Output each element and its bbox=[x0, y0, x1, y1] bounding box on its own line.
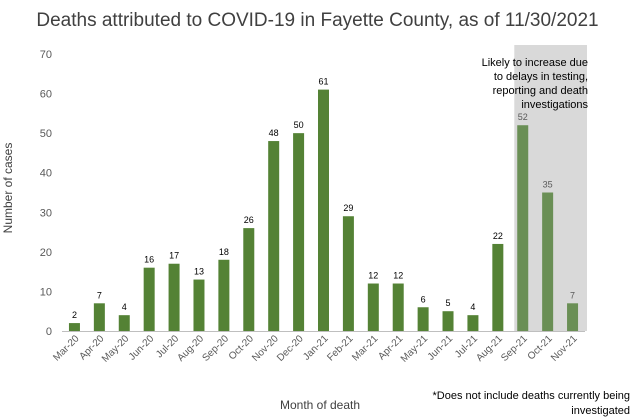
y-tick-label: 50 bbox=[40, 128, 52, 140]
x-tick-label: Mar-21 bbox=[350, 333, 380, 363]
bar bbox=[517, 125, 529, 331]
data-label: 2 bbox=[72, 310, 77, 320]
x-axis-label: Month of death bbox=[279, 398, 361, 412]
data-label: 12 bbox=[393, 271, 403, 281]
y-axis-label: Number of cases bbox=[1, 142, 15, 234]
x-tick-label: Aug-21 bbox=[474, 333, 505, 364]
x-tick-label: Nov-20 bbox=[250, 333, 281, 364]
x-tick-label: Jun-21 bbox=[426, 333, 456, 363]
footnote: *Does not include deaths currently being… bbox=[432, 390, 630, 417]
bar bbox=[492, 243, 504, 331]
bar bbox=[68, 323, 80, 331]
data-label: 50 bbox=[294, 120, 304, 130]
data-label: 29 bbox=[343, 203, 353, 213]
data-label: 52 bbox=[518, 112, 528, 122]
x-tick-label: Aug-20 bbox=[176, 333, 207, 364]
bar bbox=[318, 89, 329, 331]
y-tick-label: 60 bbox=[40, 89, 52, 101]
x-tick-label: Sep-21 bbox=[499, 333, 530, 364]
data-label: 4 bbox=[122, 302, 127, 312]
data-label: 5 bbox=[446, 298, 451, 308]
data-label: 6 bbox=[421, 294, 426, 304]
y-tick-label: 70 bbox=[40, 49, 52, 61]
y-tick-label: 30 bbox=[40, 207, 52, 219]
bar bbox=[392, 283, 404, 331]
bar bbox=[567, 303, 579, 331]
chart-title: Deaths attributed to COVID-19 in Fayette… bbox=[36, 10, 599, 31]
data-label: 7 bbox=[97, 290, 102, 300]
data-label: 61 bbox=[318, 77, 328, 87]
bar bbox=[218, 259, 230, 331]
x-tick-label: Mar-20 bbox=[51, 333, 81, 363]
bar bbox=[168, 263, 180, 331]
y-tick-label: 10 bbox=[40, 286, 52, 298]
bar bbox=[442, 311, 454, 331]
data-label: 7 bbox=[570, 290, 575, 300]
data-label: 26 bbox=[244, 215, 254, 225]
bar bbox=[467, 315, 479, 331]
bar bbox=[367, 283, 379, 331]
bar bbox=[417, 307, 429, 331]
x-tick-label: Sep-20 bbox=[200, 333, 231, 364]
data-label: 22 bbox=[493, 231, 503, 241]
bar bbox=[243, 228, 255, 331]
bar bbox=[342, 216, 354, 331]
x-tick-label: Nov-21 bbox=[549, 333, 580, 364]
x-tick-label: May-21 bbox=[399, 333, 431, 365]
x-tick-label: Jun-20 bbox=[127, 333, 157, 363]
data-label: 18 bbox=[219, 247, 229, 257]
x-tick-label: Dec-20 bbox=[275, 333, 306, 364]
data-label: 35 bbox=[543, 180, 553, 190]
bar bbox=[93, 303, 105, 331]
y-tick-label: 20 bbox=[40, 247, 52, 259]
y-tick-label: 40 bbox=[40, 168, 52, 180]
data-label: 16 bbox=[144, 255, 154, 265]
data-label: 12 bbox=[368, 271, 378, 281]
data-label: 13 bbox=[194, 267, 204, 277]
bar bbox=[118, 315, 130, 331]
bar bbox=[268, 141, 280, 331]
bar bbox=[143, 267, 155, 331]
shaded-region-annotation: Likely to increase due to delays in test… bbox=[481, 57, 588, 111]
bar bbox=[193, 279, 205, 331]
data-label: 48 bbox=[269, 128, 279, 138]
data-label: 17 bbox=[169, 251, 179, 261]
x-tick-label: Feb-21 bbox=[325, 333, 355, 363]
y-tick-label: 0 bbox=[46, 326, 52, 338]
data-label: 4 bbox=[470, 302, 475, 312]
bar bbox=[293, 133, 305, 331]
bar bbox=[542, 192, 554, 331]
x-tick-label: May-20 bbox=[100, 333, 132, 365]
